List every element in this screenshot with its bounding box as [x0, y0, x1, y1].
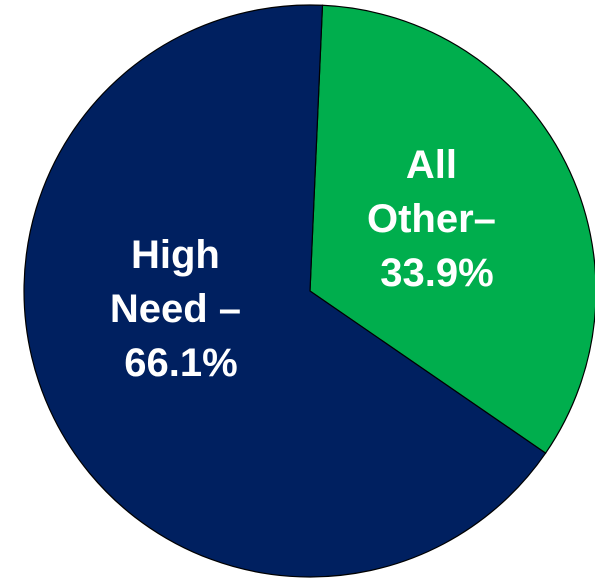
slice-label-high-need-line-2: Need – — [110, 287, 241, 331]
slice-label-all-other-line-2: Other– — [367, 197, 496, 241]
slice-label-all-other: All Other– 33.9% — [367, 143, 507, 295]
slice-label-high-need-line-1: High — [131, 233, 220, 277]
labels-layer: All Other– 33.9% High Need – 66.1% — [110, 143, 507, 385]
slice-label-high-need: High Need – 66.1% — [110, 233, 252, 385]
slice-label-all-other-line-1: All — [406, 143, 457, 187]
slices-layer — [23, 4, 595, 578]
slice-label-all-other-line-3: 33.9% — [380, 251, 493, 295]
pie-slice-all-other — [309, 4, 595, 454]
slice-label-high-need-line-3: 66.1% — [124, 341, 237, 385]
pie-slice-high-need — [23, 4, 547, 578]
